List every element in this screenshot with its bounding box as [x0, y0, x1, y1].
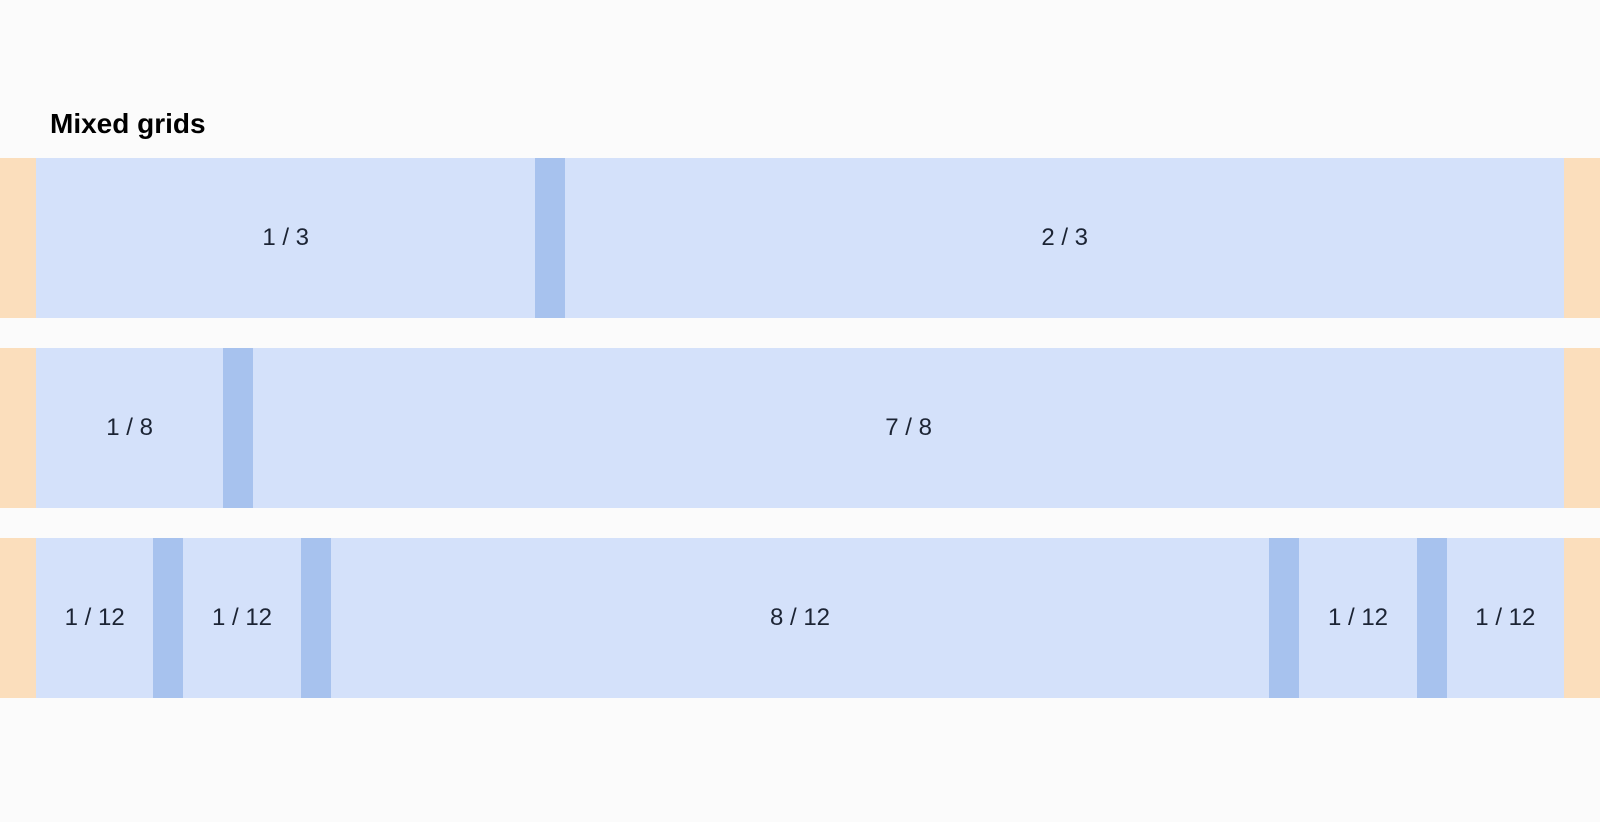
- grid-row-2: 1 / 121 / 128 / 121 / 121 / 12: [0, 538, 1600, 698]
- grid-column: 1 / 12: [36, 538, 153, 698]
- outer-gutter-right: [1564, 158, 1600, 318]
- grid-column: 1 / 3: [36, 158, 535, 318]
- grid-column: 7 / 8: [253, 348, 1564, 508]
- grid-row-1: 1 / 87 / 8: [0, 348, 1600, 508]
- page-title: Mixed grids: [50, 108, 1600, 140]
- grid-column: 1 / 8: [36, 348, 223, 508]
- outer-gutter-right: [1564, 538, 1600, 698]
- outer-gutter-left: [0, 348, 36, 508]
- grid-track: 1 / 121 / 128 / 121 / 121 / 12: [36, 538, 1564, 698]
- outer-gutter-left: [0, 538, 36, 698]
- inner-gutter: [153, 538, 183, 698]
- outer-gutter-right: [1564, 348, 1600, 508]
- outer-gutter-left: [0, 158, 36, 318]
- grid-track: 1 / 32 / 3: [36, 158, 1564, 318]
- grid-example-page: Mixed grids 1 / 32 / 3 1 / 87 / 8 1 / 12 1 …: [0, 0, 1600, 698]
- grid-column: 1 / 12: [1447, 538, 1564, 698]
- grid-column: 2 / 3: [565, 158, 1564, 318]
- grid-column: 8 / 12: [331, 538, 1270, 698]
- grid-column: 1 / 12: [183, 538, 300, 698]
- inner-gutter: [1269, 538, 1299, 698]
- inner-gutter: [535, 158, 565, 318]
- grid-track: 1 / 87 / 8: [36, 348, 1564, 508]
- inner-gutter: [223, 348, 253, 508]
- inner-gutter: [1417, 538, 1447, 698]
- grid-column: 1 / 12: [1299, 538, 1416, 698]
- inner-gutter: [301, 538, 331, 698]
- grid-row-0: 1 / 32 / 3: [0, 158, 1600, 318]
- grid-rows-container: 1 / 32 / 31 / 87 / 81 / 121 / 128 / 121 …: [0, 158, 1600, 698]
